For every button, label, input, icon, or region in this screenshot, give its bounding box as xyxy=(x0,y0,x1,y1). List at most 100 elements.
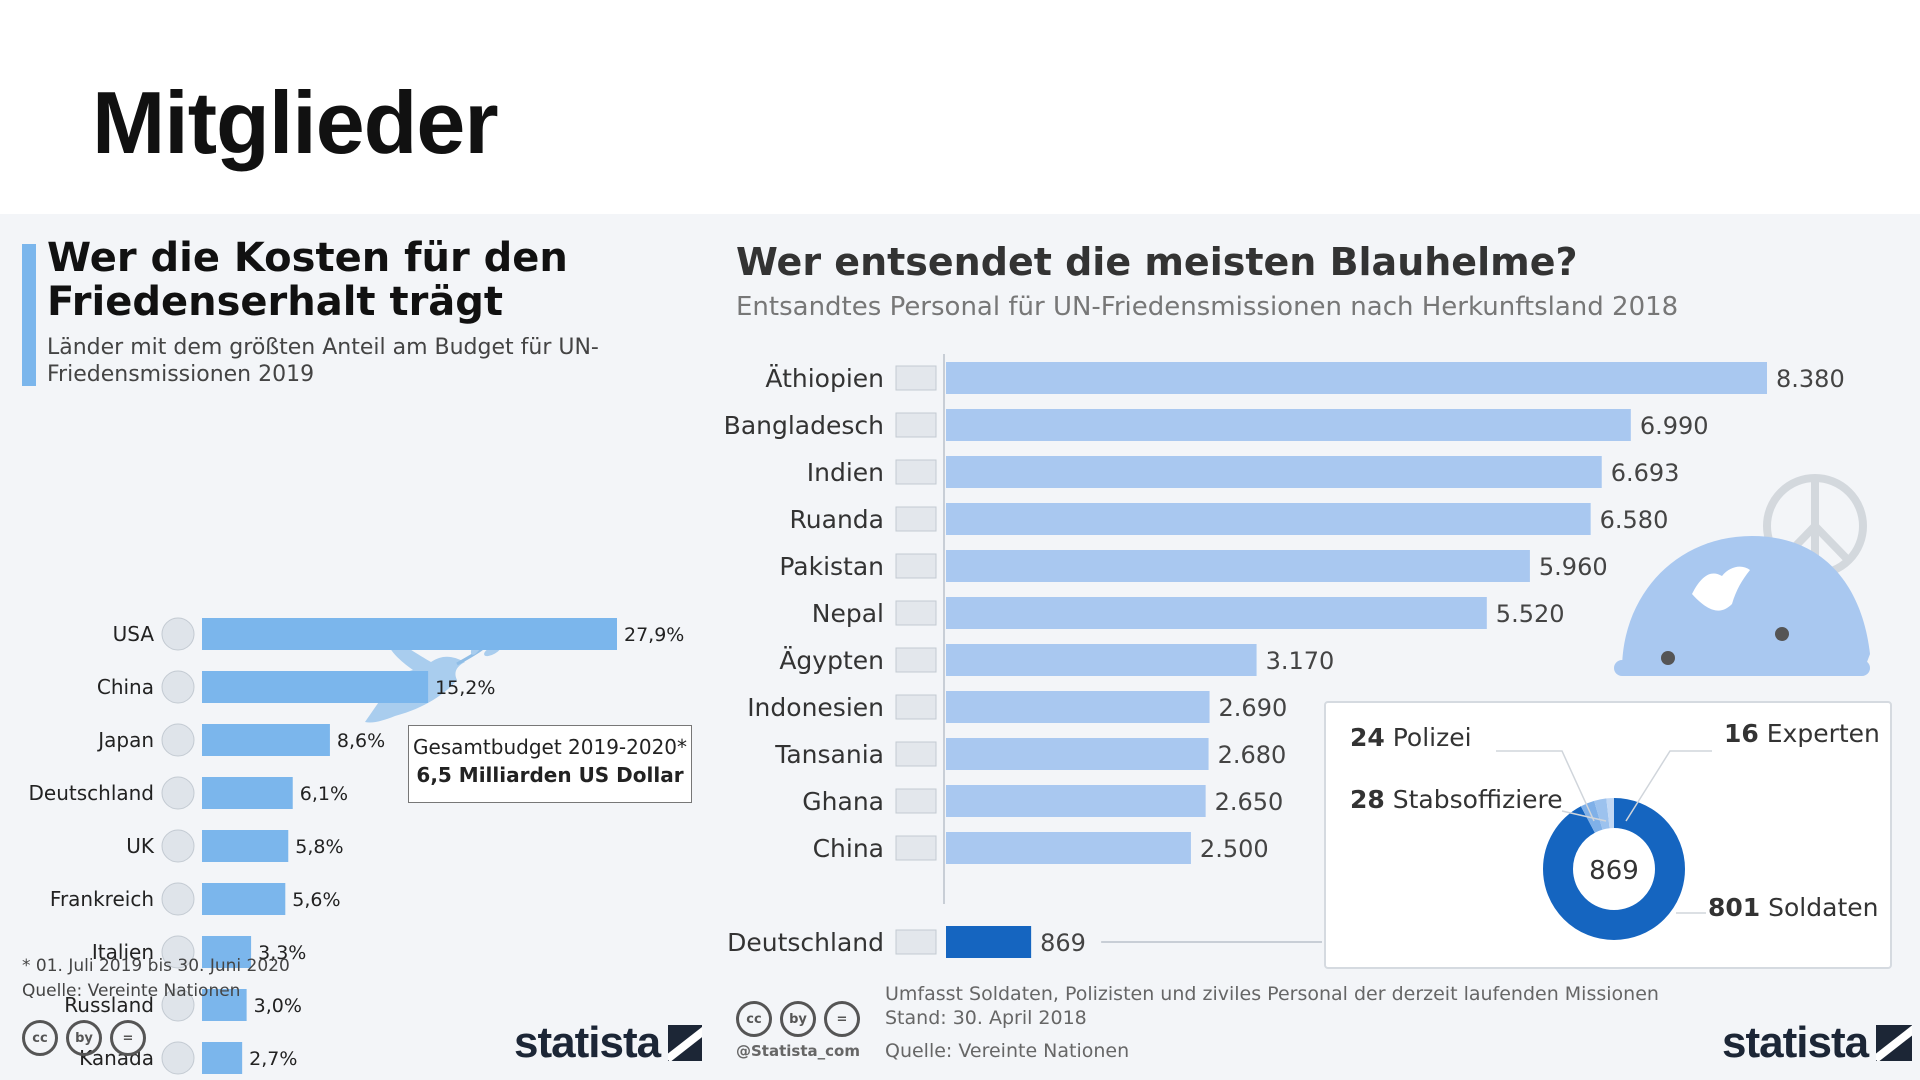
category-label-uk: UK xyxy=(126,834,155,858)
value-label-china: 2.500 xyxy=(1200,835,1269,863)
value-label-bangladesch: 6.990 xyxy=(1640,412,1709,440)
germany-donut-chart xyxy=(1543,798,1685,940)
flag-icon-indien xyxy=(895,459,937,485)
value-label-indien: 6.693 xyxy=(1611,459,1680,487)
statista-logo-right[interactable]: statista xyxy=(1722,1018,1913,1068)
category-label-bangladesch: Bangladesch xyxy=(724,411,884,440)
category-label-ruanda: Ruanda xyxy=(790,505,884,534)
flag-icon-ruanda xyxy=(895,506,937,532)
license-icons-right[interactable]: cc by = xyxy=(736,1001,860,1037)
value-label-china: 15,2% xyxy=(435,677,495,699)
license-icons[interactable]: cc by = xyxy=(22,1020,146,1056)
attribution-icon[interactable]: by xyxy=(780,1001,816,1037)
source-text: Quelle: Vereinte Nationen xyxy=(22,981,241,1001)
category-label-japan: Japan xyxy=(96,728,154,752)
flag-icon-indonesien xyxy=(895,694,937,720)
germany-breakdown-svg: 869 xyxy=(1496,750,1712,940)
flag-icon-bangladesch xyxy=(895,412,937,438)
blauhelme-chart-subtitle: Entsandtes Personal für UN-Friedensmissi… xyxy=(736,292,1679,322)
flag-icon-usa xyxy=(161,617,195,651)
value-label-tansania: 2.680 xyxy=(1218,741,1287,769)
value-label-ruanda: 6.580 xyxy=(1600,506,1669,534)
value-label-uk: 5,8% xyxy=(295,836,343,858)
blauhelme-chart-title: Wer entsendet die meisten Blauhelme? xyxy=(736,240,1578,284)
bar-japan xyxy=(202,724,330,756)
bar-deutschland xyxy=(946,926,1032,958)
flag-icon-pakistan xyxy=(895,553,937,579)
value-label-aethiopien: 8.380 xyxy=(1776,365,1845,393)
value-label-frankreich: 5,6% xyxy=(292,889,340,911)
donut-slice-experten xyxy=(1543,798,1685,940)
statista-logo-text: statista xyxy=(514,1018,661,1067)
cc-icon[interactable]: cc xyxy=(736,1001,772,1037)
value-label-japan: 8,6% xyxy=(337,730,385,752)
flag-icon-china xyxy=(895,835,937,861)
blue-helmet-icon xyxy=(1614,536,1870,676)
value-label-deutschland: 6,1% xyxy=(300,783,348,805)
value-label-ghana: 2.650 xyxy=(1215,788,1284,816)
no-derivatives-icon[interactable]: = xyxy=(110,1020,146,1056)
budget-infographic: Wer die Kosten für den Friedenserhalt tr… xyxy=(0,214,702,1080)
value-label-deutschland: 869 xyxy=(1040,929,1086,957)
polizei-text: Polizei xyxy=(1392,723,1472,752)
category-label-nepal: Nepal xyxy=(812,599,884,628)
category-label-usa: USA xyxy=(113,622,155,646)
bar-ghana xyxy=(946,785,1206,817)
attribution-icon[interactable]: by xyxy=(66,1020,102,1056)
bar-deutschland xyxy=(202,777,293,809)
category-label-italien: Italien xyxy=(92,940,154,964)
donut-center-label: 869 xyxy=(1589,856,1639,886)
statista-logo[interactable]: statista xyxy=(514,1018,702,1068)
bar-bangladesch xyxy=(946,409,1631,441)
bar-usa xyxy=(202,618,617,650)
bar-russland xyxy=(202,989,247,1021)
bar-tansania xyxy=(946,738,1209,770)
soldaten-text: Soldaten xyxy=(1768,893,1879,922)
bar-uk xyxy=(202,830,289,862)
source-text-right: Quelle: Vereinte Nationen xyxy=(885,1040,1130,1062)
flag-icon-frankreich xyxy=(161,882,195,916)
flag-icon-uk xyxy=(161,829,195,863)
germany-breakdown-box: 869 24 Polizei 16 Experten 28 Stabsoffiz… xyxy=(1324,701,1892,969)
value-label-russland: 3,0% xyxy=(254,995,302,1017)
category-label-china: China xyxy=(97,675,154,699)
soldaten-label: 801 Soldaten xyxy=(1708,893,1878,922)
flag-icon-italien xyxy=(161,935,195,969)
bar-nepal xyxy=(946,597,1487,629)
category-label-deutschland: Deutschland xyxy=(29,781,155,805)
cc-icon[interactable]: cc xyxy=(22,1020,58,1056)
experten-label: 16 Experten xyxy=(1724,719,1880,748)
experten-text: Experten xyxy=(1766,719,1880,748)
value-label-pakistan: 5.960 xyxy=(1539,553,1608,581)
no-derivatives-icon[interactable]: = xyxy=(824,1001,860,1037)
bar-pakistan xyxy=(946,550,1530,582)
bar-china xyxy=(202,671,429,703)
flag-icon-japan xyxy=(161,723,195,757)
statista-handle[interactable]: @Statista_com xyxy=(736,1042,860,1060)
bar-ruanda xyxy=(946,503,1591,535)
category-label-russland: Russland xyxy=(64,993,154,1017)
flag-icon-tansania xyxy=(895,741,937,767)
category-label-tansania: Tansania xyxy=(774,740,884,769)
flag-icon-deutschland xyxy=(161,776,195,810)
value-label-italien: 3,3% xyxy=(258,942,306,964)
category-label-china: China xyxy=(813,834,884,863)
budget-callout-amount: 6,5 Milliarden US Dollar xyxy=(416,763,684,787)
category-label-deutschland: Deutschland xyxy=(727,928,884,957)
flag-icon-aegypten xyxy=(895,647,937,673)
methodology-note: Umfasst Soldaten, Polizisten und ziviles… xyxy=(885,982,1659,1030)
statista-logo-text: statista xyxy=(1722,1018,1869,1067)
polizei-value: 24 xyxy=(1350,723,1385,752)
footnote: * 01. Juli 2019 bis 30. Juni 2020 Quelle… xyxy=(22,954,290,1004)
value-label-indonesien: 2.690 xyxy=(1219,694,1288,722)
slide-title: Mitglieder xyxy=(92,73,499,172)
category-label-aethiopien: Äthiopien xyxy=(765,364,884,393)
value-label-aegypten: 3.170 xyxy=(1266,647,1335,675)
blauhelme-infographic: Wer entsendet die meisten Blauhelme? Ent… xyxy=(702,214,1920,1080)
budget-bar-chart: USA 27,9% China 15,2% Japan 8,6% Deutschland 6,… xyxy=(29,617,684,1075)
polizei-label: 24 Polizei xyxy=(1350,723,1472,752)
bar-italien xyxy=(202,936,252,968)
experten-value: 16 xyxy=(1724,719,1759,748)
bar-kanada xyxy=(202,1042,243,1074)
budget-callout-label: Gesamtbudget 2019-2020* xyxy=(412,735,688,759)
